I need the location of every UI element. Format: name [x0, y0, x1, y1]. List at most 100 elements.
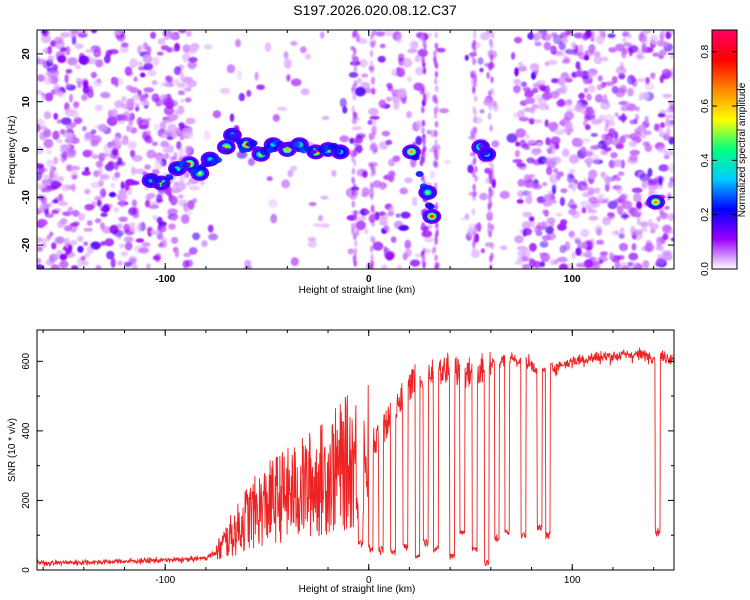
- heatmap-cell: [562, 59, 570, 64]
- heatmap-cell: [43, 48, 52, 54]
- heatmap-cell: [371, 220, 375, 227]
- heatmap-cell: [51, 210, 59, 214]
- heatmap-cell: [632, 188, 643, 194]
- heatmap-cell: [517, 179, 525, 187]
- heatmap-cell: [79, 56, 90, 65]
- heatmap-cell: [473, 190, 477, 197]
- heatmap-cell: [138, 61, 143, 67]
- heatmap-cell: [511, 52, 515, 60]
- heatmap-cell: [267, 176, 273, 181]
- heatmap-cell: [382, 131, 390, 137]
- heatmap-cell: [83, 241, 88, 246]
- heatmap-cell: [167, 124, 177, 134]
- heatmap-cell: [281, 179, 290, 188]
- heatmap-cell: [46, 160, 53, 167]
- heatmap-cell: [156, 194, 162, 203]
- heatmap-cell: [129, 58, 138, 68]
- heatmap-cell: [542, 92, 552, 100]
- heatmap-cell: [531, 149, 541, 156]
- heatmap-cell: [53, 156, 58, 164]
- heatmap-cell: [584, 88, 588, 94]
- heatmap-cell: [98, 180, 104, 187]
- heatmap-cell: [83, 150, 93, 158]
- heatmap-cell: [44, 139, 54, 148]
- heatmap-cell: [112, 148, 119, 155]
- heatmap-cell: [132, 155, 143, 162]
- heatmap-cell: [489, 256, 493, 263]
- signal-trace-point: [293, 142, 301, 148]
- heatmap-cell: [60, 129, 66, 135]
- heatmap-cell: [301, 88, 310, 95]
- heatmap-cell: [361, 73, 368, 78]
- heatmap-cell: [184, 87, 192, 92]
- heatmap-cell: [663, 233, 669, 240]
- heatmap-cell: [396, 34, 402, 44]
- heatmap-cell: [583, 151, 593, 156]
- heatmap-cell: [590, 145, 599, 150]
- heatmap-cell: [370, 194, 374, 201]
- signal-trace-point: [266, 147, 274, 153]
- heatmap-cell: [92, 154, 99, 159]
- heatmap-cell: [612, 76, 618, 84]
- heatmap-cell: [121, 96, 126, 102]
- heatmap-cell: [435, 62, 439, 69]
- heatmap-cell: [186, 260, 193, 268]
- heatmap-cell: [660, 75, 664, 83]
- heatmap-cell: [434, 32, 438, 39]
- heatmap-cell: [51, 242, 56, 249]
- heatmap-cell: [300, 46, 307, 53]
- heatmap-cell: [185, 145, 192, 155]
- heatmap-cell: [589, 216, 599, 221]
- snr-series-line: [37, 348, 674, 567]
- heatmap-cell: [666, 128, 671, 135]
- heatmap-cell: [433, 56, 437, 63]
- heatmap-cell: [106, 251, 114, 260]
- heatmap-cell: [582, 138, 591, 142]
- heatmap-cell: [521, 82, 527, 88]
- heatmap-cell: [42, 174, 48, 179]
- heatmap-cell: [372, 237, 376, 244]
- heatmap-cell: [70, 240, 77, 246]
- heatmap-cell: [143, 87, 154, 92]
- heatmap-cell: [668, 182, 674, 188]
- heatmap-cell: [565, 99, 573, 107]
- heatmap-cell: [147, 193, 156, 198]
- heatmap-cell: [376, 31, 386, 36]
- heatmap-cell: [183, 44, 191, 53]
- heatmap-cell: [591, 119, 602, 125]
- heatmap-cell: [95, 218, 101, 223]
- heatmap-cell: [167, 76, 172, 82]
- heatmap-cell: [671, 238, 676, 242]
- heatmap-cell: [370, 246, 374, 253]
- heatmap-cell: [172, 215, 176, 221]
- heatmap-cell: [478, 57, 484, 64]
- signal-trace-point: [308, 149, 316, 155]
- heatmap-cell: [615, 88, 625, 98]
- heatmap-cell: [473, 58, 477, 65]
- heatmap-cell: [531, 72, 536, 80]
- heatmap-cell: [444, 160, 451, 164]
- heatmap-cell: [537, 198, 544, 203]
- heatmap-cell: [428, 32, 432, 37]
- heatmap-cell: [176, 141, 181, 150]
- heatmap-cell: [52, 199, 58, 203]
- heatmap-cell: [548, 122, 559, 130]
- heatmap-cell: [370, 144, 374, 151]
- colorbar-tick-label: 0.6: [700, 99, 711, 113]
- heatmap-cell: [602, 218, 611, 226]
- heatmap-cell: [284, 59, 292, 69]
- heatmap-cell: [65, 109, 76, 117]
- heatmap-cell: [76, 78, 83, 85]
- heatmap-cell: [183, 76, 194, 82]
- heatmap-cell: [648, 168, 653, 177]
- heatmap-cell: [100, 213, 107, 218]
- heatmap-cell: [290, 166, 297, 172]
- heatmap-cell: [613, 159, 622, 167]
- heatmap-cell: [132, 94, 142, 101]
- heatmap-cell: [192, 233, 200, 241]
- heatmap-cell: [529, 216, 535, 221]
- signal-trace-point: [183, 162, 191, 168]
- heatmap-cell: [265, 42, 272, 52]
- heatmap-cell: [37, 74, 45, 82]
- signal-trace-point: [412, 155, 420, 161]
